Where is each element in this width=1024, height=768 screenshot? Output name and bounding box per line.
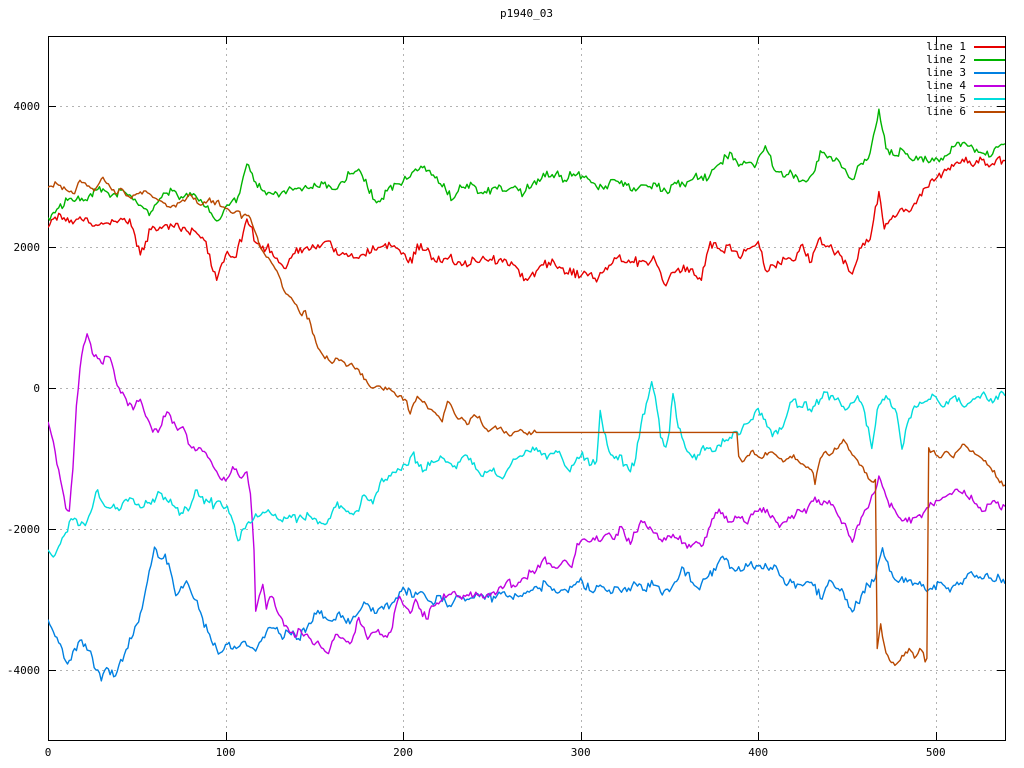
- series-group: [48, 108, 1005, 682]
- legend-label: line 4: [926, 79, 966, 92]
- legend-label: line 1: [926, 40, 966, 53]
- plot-border: [48, 36, 1006, 741]
- x-tick-label: 200: [393, 746, 414, 759]
- legend-entry: line 5: [926, 92, 1005, 105]
- legend-entry: line 2: [926, 53, 1005, 66]
- y-tick-label: -2000: [6, 522, 40, 536]
- y-tick-label: 4000: [13, 100, 41, 114]
- series-line-1: [48, 155, 1005, 287]
- x-tick-label: 400: [748, 746, 769, 759]
- x-tick-label: 300: [570, 746, 591, 759]
- legend-entry: line 1: [926, 40, 1005, 53]
- series-line-5: [48, 381, 1005, 558]
- y-tick-label: 0: [33, 382, 40, 395]
- x-tick-label: 100: [215, 746, 236, 759]
- x-tick-label: 500: [925, 746, 946, 759]
- legend-label: line 3: [926, 66, 966, 79]
- series-line-4: [48, 333, 1005, 655]
- x-tick-label: 0: [44, 746, 52, 759]
- legend-label: line 6: [926, 105, 966, 118]
- legend-label: line 2: [926, 53, 966, 66]
- legend-line-sample: [974, 110, 1005, 113]
- legend: line 1 line 2 line 3 line 4 line 5 line 6: [926, 40, 1005, 118]
- series-line-3: [48, 546, 1005, 682]
- chart-title: p1940_03: [500, 7, 553, 20]
- legend-label: line 5: [926, 92, 966, 105]
- legend-line-sample: [974, 71, 1005, 74]
- series-line-2: [48, 108, 1005, 222]
- y-tick-label: -4000: [6, 663, 40, 677]
- legend-entry: line 6: [926, 105, 1005, 118]
- legend-entry: line 4: [926, 79, 1005, 92]
- legend-line-sample: [974, 84, 1005, 87]
- y-tick-label: 2000: [13, 241, 41, 255]
- legend-line-sample: [974, 45, 1005, 48]
- axes: [48, 36, 1006, 741]
- legend-entry: line 3: [926, 66, 1005, 79]
- legend-line-sample: [974, 58, 1005, 61]
- legend-line-sample: [974, 97, 1005, 100]
- series-line-6: [48, 176, 1005, 667]
- grid: [48, 36, 1005, 740]
